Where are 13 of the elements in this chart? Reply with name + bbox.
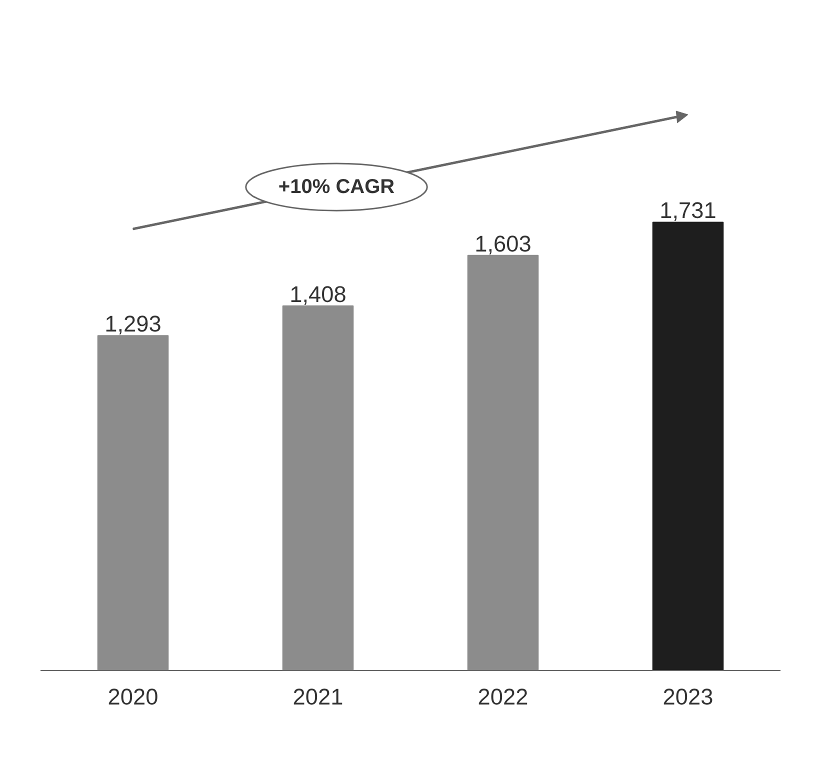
bar <box>97 335 169 670</box>
x-tick-label: 2021 <box>292 684 344 710</box>
x-tick-label: 2023 <box>662 684 714 710</box>
bar <box>652 222 724 670</box>
bar <box>282 305 354 670</box>
x-tick-label: 2022 <box>478 684 528 710</box>
data-label: 1,408 <box>290 280 346 307</box>
data-label: 1,731 <box>660 197 716 224</box>
text: +10% CAGR <box>278 176 396 198</box>
data-label: 1,293 <box>104 310 162 337</box>
data-label: 1,603 <box>474 230 532 256</box>
bar <box>467 254 539 670</box>
x-tick-label: 2020 <box>108 684 158 710</box>
